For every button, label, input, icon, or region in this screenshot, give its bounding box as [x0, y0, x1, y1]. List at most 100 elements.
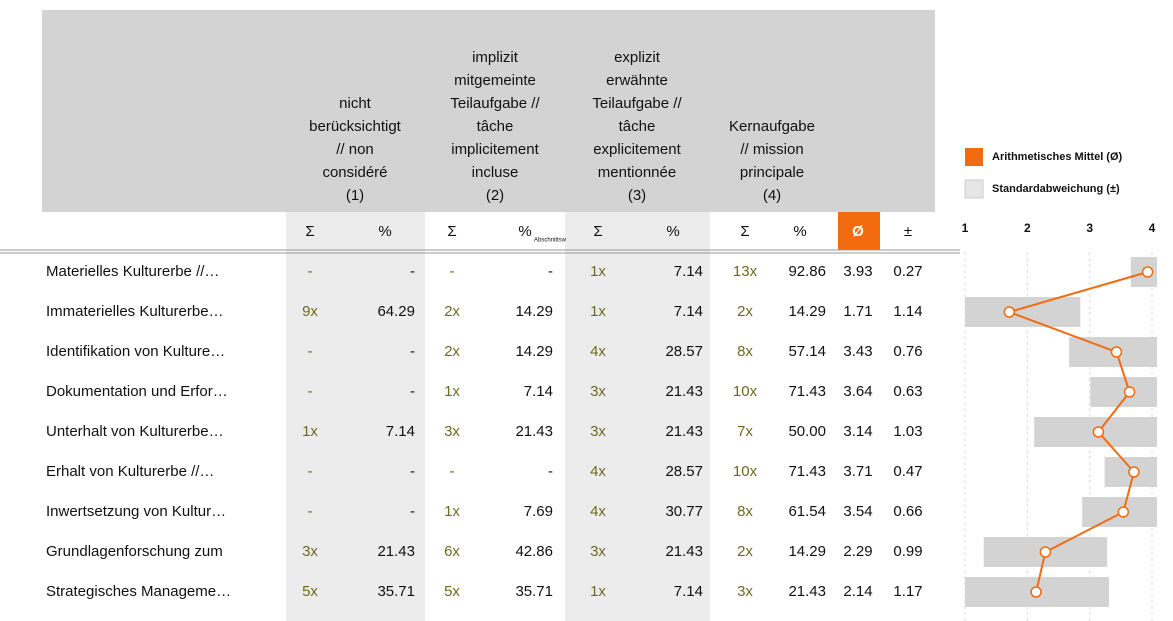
cell: 14.29 — [788, 303, 826, 320]
cell: 1x — [590, 263, 606, 280]
column-bg — [565, 212, 710, 621]
cell: 2x — [444, 343, 460, 360]
subheader: Σ — [447, 223, 456, 240]
mean-dot — [1110, 346, 1123, 358]
cell: 7.14 — [386, 423, 415, 440]
row-label: Unterhalt von Kulturerbe… — [46, 423, 224, 440]
mean-dot — [1128, 466, 1140, 478]
mean-header-bg — [838, 212, 880, 250]
cell: 8x — [737, 343, 753, 360]
cell: - — [410, 263, 415, 280]
x-tick-label: 4 — [1149, 221, 1156, 235]
subheader: ± — [904, 223, 912, 240]
cell: 28.57 — [665, 343, 703, 360]
group-header: (1) — [346, 187, 364, 204]
row-label: Dokumentation und Erfor… — [46, 383, 228, 400]
legend-label: Standardabweichung (±) — [992, 183, 1120, 195]
mean-cell: 2.29 — [843, 543, 872, 560]
cell: 5x — [444, 583, 460, 600]
cell: 5x — [302, 583, 318, 600]
group-header: Kernaufgabe — [729, 118, 815, 135]
cell: 1x — [590, 583, 606, 600]
group-header: (3) — [628, 187, 646, 204]
group-header: nicht — [339, 95, 372, 112]
cell: 3x — [590, 543, 606, 560]
cell: - — [410, 343, 415, 360]
legend-label: Arithmetisches Mittel (Ø) — [992, 151, 1123, 163]
mean-dot — [1117, 506, 1130, 518]
cell: 14.29 — [515, 303, 553, 320]
subheader: Σ — [593, 223, 602, 240]
sd-cell: 1.03 — [893, 423, 922, 440]
sd-cell: 0.99 — [893, 543, 922, 560]
cell: 1x — [444, 503, 460, 520]
x-tick-label: 2 — [1024, 221, 1031, 235]
cell: 14.29 — [515, 343, 553, 360]
sd-cell: 0.76 — [893, 343, 922, 360]
cell: 1x — [590, 303, 606, 320]
cell: 64.29 — [377, 303, 415, 320]
cell: - — [410, 383, 415, 400]
cell: 3x — [590, 423, 606, 440]
cell: 21.43 — [665, 543, 703, 560]
cell: 21.43 — [377, 543, 415, 560]
cell: 4x — [590, 503, 606, 520]
legend-swatch — [965, 148, 983, 166]
cell: 7.14 — [524, 383, 553, 400]
row-label: Inwertsetzung von Kultur… — [46, 503, 226, 520]
subheader: Σ — [740, 223, 749, 240]
subheader: % — [518, 223, 531, 240]
sd-cell: 0.66 — [893, 503, 922, 520]
cell: 7.69 — [524, 503, 553, 520]
row-label: Grundlagenforschung zum — [46, 543, 223, 560]
group-header: Teilaufgabe // — [450, 95, 540, 112]
x-tick-label: 1 — [962, 221, 969, 235]
group-header: (4) — [763, 187, 781, 204]
sd-bar — [1090, 377, 1157, 407]
cell: 50.00 — [788, 423, 826, 440]
mean-dot — [1123, 386, 1136, 398]
cell: 57.14 — [788, 343, 826, 360]
mean-cell: 3.71 — [843, 463, 872, 480]
cell: 2x — [737, 303, 753, 320]
cell: 14.29 — [788, 543, 826, 560]
group-header: tâche — [619, 118, 656, 135]
sd-cell: 1.17 — [893, 583, 922, 600]
cell: 4x — [590, 343, 606, 360]
cell: 1x — [444, 383, 460, 400]
cell: 3x — [444, 423, 460, 440]
cell: - — [450, 263, 455, 280]
mean-dot — [1030, 586, 1042, 598]
cell: - — [308, 463, 313, 480]
cell: 10x — [733, 463, 758, 480]
cell: - — [308, 503, 313, 520]
subheader: Ø — [852, 223, 864, 240]
cell: 9x — [302, 303, 318, 320]
cell: - — [308, 383, 313, 400]
cell: - — [548, 263, 553, 280]
cell: 35.71 — [377, 583, 415, 600]
cell: 71.43 — [788, 383, 826, 400]
cell: 7.14 — [674, 583, 703, 600]
mean-cell: 3.43 — [843, 343, 872, 360]
cell: 10x — [733, 383, 758, 400]
subheader: % — [666, 223, 679, 240]
cell: 21.43 — [665, 423, 703, 440]
mean-dot — [1092, 426, 1105, 438]
cell: - — [410, 503, 415, 520]
cell: 7.14 — [674, 303, 703, 320]
header-bg — [42, 10, 935, 212]
cell: 92.86 — [788, 263, 826, 280]
mean-cell: 3.64 — [843, 383, 872, 400]
mean-dot — [1039, 546, 1052, 558]
group-header: erwähnte — [606, 72, 668, 89]
row-label: Materielles Kulturerbe //… — [46, 263, 219, 280]
cell: 7.14 — [674, 263, 703, 280]
column-bg — [286, 212, 425, 621]
row-label: Erhalt von Kulturerbe //… — [46, 463, 214, 480]
group-header: tâche — [477, 118, 514, 135]
cell: - — [308, 263, 313, 280]
cell: 30.77 — [665, 503, 703, 520]
cell: 8x — [737, 503, 753, 520]
